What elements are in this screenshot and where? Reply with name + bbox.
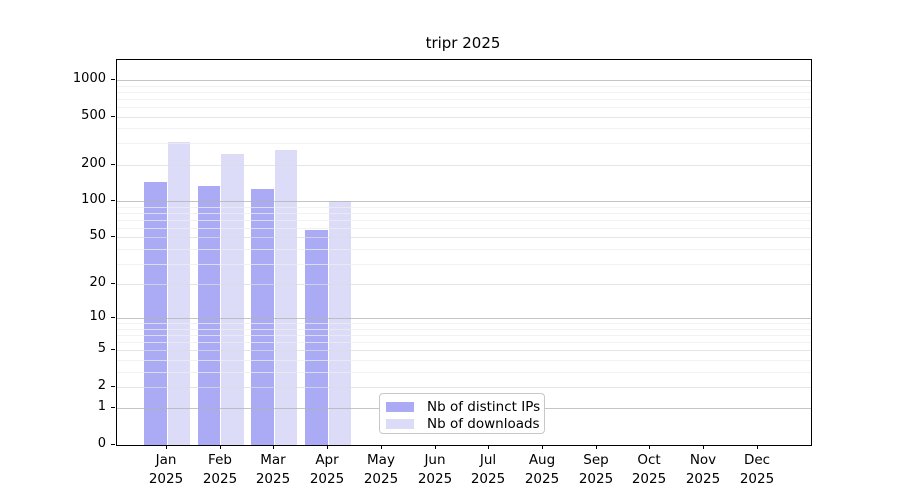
x-tick-jul bbox=[488, 445, 489, 449]
legend-label-distinct-ips: Nb of distinct IPs bbox=[427, 398, 541, 415]
y-tick-label-50: 50 bbox=[89, 228, 106, 243]
y-tick-label-1: 1 bbox=[97, 399, 106, 414]
x-tick-label-dec: Dec 2025 bbox=[739, 452, 775, 487]
y-tick-2 bbox=[111, 386, 115, 387]
x-tick-label-may: May 2025 bbox=[363, 452, 399, 487]
y-tick-label-20: 20 bbox=[89, 275, 106, 290]
y-gridline-300 bbox=[117, 143, 811, 144]
y-gridline-6 bbox=[117, 342, 811, 343]
x-tick-sep bbox=[596, 445, 597, 449]
y-gridline-7 bbox=[117, 335, 811, 336]
y-tick-0 bbox=[111, 444, 115, 445]
y-gridline-70 bbox=[117, 220, 811, 221]
legend-swatch-distinct-ips bbox=[386, 401, 414, 412]
y-tick-label-0: 0 bbox=[97, 436, 106, 451]
y-gridline-3 bbox=[117, 372, 811, 373]
x-tick-label-jun: Jun 2025 bbox=[417, 452, 453, 487]
legend-item-distinct-ips: Nb of distinct IPs bbox=[386, 398, 544, 415]
y-gridline-60 bbox=[117, 228, 811, 229]
y-gridline-20 bbox=[117, 284, 811, 285]
y-gridline-8 bbox=[117, 329, 811, 330]
y-tick-label-100: 100 bbox=[81, 192, 106, 207]
y-gridline-200 bbox=[117, 165, 811, 166]
y-gridline-9 bbox=[117, 323, 811, 324]
bar-mar-downloads bbox=[274, 149, 298, 445]
y-tick-20 bbox=[111, 283, 115, 284]
bar-feb-downloads bbox=[221, 154, 244, 445]
y-gridline-4 bbox=[117, 360, 811, 361]
legend-label-downloads: Nb of downloads bbox=[427, 415, 540, 432]
y-tick-label-5: 5 bbox=[97, 341, 106, 356]
y-gridline-600 bbox=[117, 107, 811, 108]
x-tick-label-sep: Sep 2025 bbox=[578, 452, 614, 487]
bar-feb-distinct-ips bbox=[197, 186, 221, 445]
y-tick-1000 bbox=[111, 79, 115, 80]
y-gridline-500 bbox=[117, 117, 811, 118]
y-tick-label-2: 2 bbox=[97, 378, 106, 393]
x-tick-aug bbox=[542, 445, 543, 449]
x-tick-label-jul: Jul 2025 bbox=[470, 452, 506, 487]
y-tick-label-1000: 1000 bbox=[72, 71, 106, 86]
y-gridline-50 bbox=[117, 237, 811, 238]
y-tick-1 bbox=[111, 407, 115, 408]
y-gridline-2 bbox=[117, 387, 811, 388]
y-tick-label-200: 200 bbox=[81, 156, 106, 171]
x-tick-label-nov: Nov 2025 bbox=[685, 452, 721, 487]
x-tick-mar bbox=[273, 445, 274, 449]
x-tick-label-aug: Aug 2025 bbox=[524, 452, 560, 487]
y-gridline-100 bbox=[117, 201, 811, 202]
bar-apr-distinct-ips bbox=[305, 230, 328, 445]
plot-area: Nb of distinct IPs Nb of downloads bbox=[116, 59, 812, 446]
y-gridline-800 bbox=[117, 92, 811, 93]
y-tick-100 bbox=[111, 200, 115, 201]
x-tick-label-mar: Mar 2025 bbox=[255, 452, 291, 487]
y-gridline-80 bbox=[117, 213, 811, 214]
x-tick-label-apr: Apr 2025 bbox=[309, 452, 345, 487]
y-gridline-5 bbox=[117, 350, 811, 351]
y-tick-label-10: 10 bbox=[89, 309, 106, 324]
x-tick-feb bbox=[220, 445, 221, 449]
y-gridline-10 bbox=[117, 318, 811, 319]
x-tick-jan bbox=[166, 445, 167, 449]
y-tick-500 bbox=[111, 116, 115, 117]
x-tick-dec bbox=[757, 445, 758, 449]
legend-item-downloads: Nb of downloads bbox=[386, 415, 544, 432]
x-tick-may bbox=[381, 445, 382, 449]
x-tick-nov bbox=[703, 445, 704, 449]
y-gridline-700 bbox=[117, 99, 811, 100]
bar-jan-distinct-ips bbox=[144, 181, 167, 445]
y-gridline-40 bbox=[117, 249, 811, 250]
x-tick-label-jan: Jan 2025 bbox=[148, 452, 184, 487]
y-tick-10 bbox=[111, 317, 115, 318]
y-gridline-90 bbox=[117, 207, 811, 208]
y-gridline-900 bbox=[117, 86, 811, 87]
legend: Nb of distinct IPs Nb of downloads bbox=[379, 393, 545, 434]
y-tick-label-500: 500 bbox=[81, 108, 106, 123]
y-tick-50 bbox=[111, 236, 115, 237]
y-tick-5 bbox=[111, 349, 115, 350]
y-gridline-400 bbox=[117, 128, 811, 129]
x-tick-oct bbox=[649, 445, 650, 449]
x-tick-label-feb: Feb 2025 bbox=[202, 452, 238, 487]
bar-jan-downloads bbox=[167, 141, 190, 445]
x-tick-jun bbox=[435, 445, 436, 449]
y-gridline-30 bbox=[117, 264, 811, 265]
x-tick-label-oct: Oct 2025 bbox=[631, 452, 667, 487]
chart-title: tripr 2025 bbox=[425, 34, 501, 52]
bar-mar-distinct-ips bbox=[251, 189, 274, 445]
x-tick-apr bbox=[327, 445, 328, 449]
legend-swatch-downloads bbox=[386, 418, 414, 429]
y-gridline-1000 bbox=[117, 80, 811, 81]
y-tick-200 bbox=[111, 164, 115, 165]
